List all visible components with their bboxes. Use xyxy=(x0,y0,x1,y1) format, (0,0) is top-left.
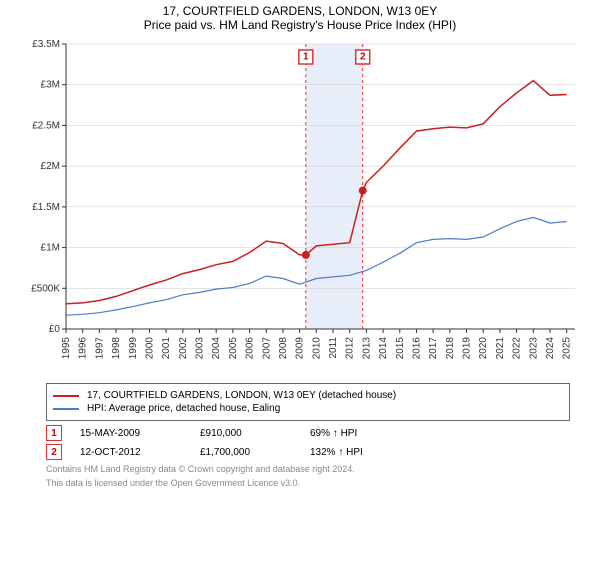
svg-text:2019: 2019 xyxy=(462,337,473,360)
sale-rows: 1 15-MAY-2009 £910,000 69% ↑ HPI 2 12-OC… xyxy=(46,425,570,460)
title-line1: 17, COURTFIELD GARDENS, LONDON, W13 0EY xyxy=(0,4,600,18)
svg-text:2022: 2022 xyxy=(512,337,523,360)
sale-marker-2: 2 xyxy=(46,444,62,460)
chart-container: £0 £500K £1M £1.5M £2M £2.5M £3M £3.5M 1995 1996 1… xyxy=(0,34,600,379)
sale-row-2: 2 12-OCT-2012 £1,700,000 132% ↑ HPI xyxy=(46,444,570,460)
svg-text:2001: 2001 xyxy=(161,337,172,360)
svg-text:2009: 2009 xyxy=(295,337,306,360)
svg-text:1995: 1995 xyxy=(61,337,72,360)
svg-text:£2.5M: £2.5M xyxy=(32,120,60,131)
sale-date-2: 12-OCT-2012 xyxy=(80,447,200,458)
sale-marker-1: 1 xyxy=(46,425,62,441)
svg-text:2024: 2024 xyxy=(545,337,556,360)
sale-price-2: £1,700,000 xyxy=(200,447,310,458)
svg-text:2008: 2008 xyxy=(278,337,289,360)
legend-item-hpi: HPI: Average price, detached house, Eali… xyxy=(53,403,563,414)
svg-text:2018: 2018 xyxy=(445,337,456,360)
svg-text:2025: 2025 xyxy=(562,337,573,360)
legend-label-property: 17, COURTFIELD GARDENS, LONDON, W13 0EY … xyxy=(87,390,396,401)
svg-text:2002: 2002 xyxy=(178,337,189,360)
svg-text:£1.5M: £1.5M xyxy=(32,202,60,213)
sale-pct-1: 69% ↑ HPI xyxy=(310,428,420,439)
svg-text:£0: £0 xyxy=(49,324,61,335)
svg-text:2007: 2007 xyxy=(261,337,272,360)
svg-text:2012: 2012 xyxy=(345,337,356,360)
legend-swatch-red xyxy=(53,395,79,397)
svg-text:£500K: £500K xyxy=(31,283,60,294)
legend-item-property: 17, COURTFIELD GARDENS, LONDON, W13 0EY … xyxy=(53,390,563,401)
svg-text:2003: 2003 xyxy=(195,337,206,360)
svg-text:£2M: £2M xyxy=(41,161,60,172)
sale-date-1: 15-MAY-2009 xyxy=(80,428,200,439)
svg-text:£1M: £1M xyxy=(41,243,60,254)
price-chart: £0 £500K £1M £1.5M £2M £2.5M £3M £3.5M 1995 1996 1… xyxy=(20,34,580,379)
sale-row-1: 1 15-MAY-2009 £910,000 69% ↑ HPI xyxy=(46,425,570,441)
svg-text:2004: 2004 xyxy=(211,337,222,360)
svg-text:2014: 2014 xyxy=(378,337,389,360)
svg-text:2020: 2020 xyxy=(478,337,489,360)
svg-text:2021: 2021 xyxy=(495,337,506,360)
legend-label-hpi: HPI: Average price, detached house, Eali… xyxy=(87,403,280,414)
svg-text:2005: 2005 xyxy=(228,337,239,360)
svg-text:2: 2 xyxy=(360,52,366,63)
legend-swatch-blue xyxy=(53,408,79,410)
sale-pct-2: 132% ↑ HPI xyxy=(310,447,420,458)
svg-text:2000: 2000 xyxy=(144,337,155,360)
sale-price-1: £910,000 xyxy=(200,428,310,439)
svg-text:1: 1 xyxy=(303,52,309,63)
svg-text:1999: 1999 xyxy=(128,337,139,360)
svg-text:2010: 2010 xyxy=(311,337,322,360)
svg-text:2006: 2006 xyxy=(245,337,256,360)
footnote-1: Contains HM Land Registry data © Crown c… xyxy=(46,464,570,474)
svg-text:1996: 1996 xyxy=(78,337,89,360)
svg-text:2015: 2015 xyxy=(395,337,406,360)
svg-text:£3.5M: £3.5M xyxy=(32,39,60,50)
svg-text:1997: 1997 xyxy=(94,337,105,360)
svg-text:2013: 2013 xyxy=(361,337,372,360)
svg-text:2017: 2017 xyxy=(428,337,439,360)
svg-text:£3M: £3M xyxy=(41,80,60,91)
legend: 17, COURTFIELD GARDENS, LONDON, W13 0EY … xyxy=(46,383,570,421)
svg-text:2016: 2016 xyxy=(411,337,422,360)
footnote-2: This data is licensed under the Open Gov… xyxy=(46,478,570,488)
title-line2: Price paid vs. HM Land Registry's House … xyxy=(0,18,600,32)
svg-text:2023: 2023 xyxy=(528,337,539,360)
svg-text:2011: 2011 xyxy=(328,337,339,359)
svg-text:1998: 1998 xyxy=(111,337,122,360)
